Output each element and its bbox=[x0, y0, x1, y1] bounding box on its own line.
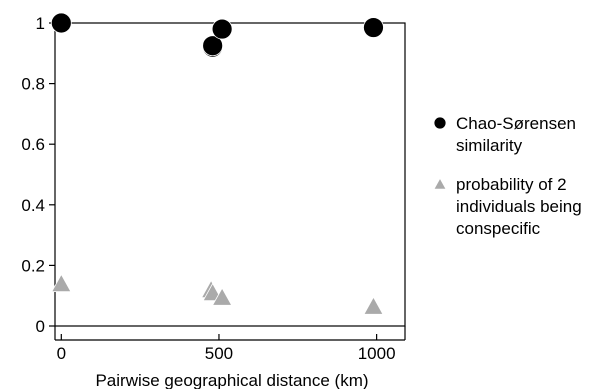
legend-marker-circle bbox=[433, 116, 447, 130]
y-tick-label: 0.2 bbox=[21, 256, 45, 275]
legend-label: Chao-Sørensen bbox=[456, 114, 576, 133]
legend-label: probability of 2 bbox=[456, 175, 567, 194]
legend: Chao-Sørensen similarity probability of 2 i… bbox=[433, 114, 582, 238]
data-markers bbox=[50, 12, 384, 315]
x-tick-label: 0 bbox=[57, 344, 66, 363]
y-tick-label: 0.6 bbox=[21, 135, 45, 154]
legend-label: similarity bbox=[456, 136, 523, 155]
data-point-triangle bbox=[51, 273, 72, 292]
plot-border bbox=[54, 22, 406, 327]
plot-frame bbox=[54, 22, 406, 341]
data-point-circle bbox=[363, 17, 384, 38]
y-tick-label: 0.4 bbox=[21, 196, 45, 215]
data-point-circle bbox=[50, 12, 72, 34]
data-point-circle bbox=[202, 35, 224, 57]
data-point-triangle bbox=[363, 296, 384, 315]
legend-label: conspecific bbox=[456, 219, 541, 238]
x-axis-label: Pairwise geographical distance (km) bbox=[95, 371, 368, 389]
y-tick-label: 0 bbox=[36, 317, 45, 336]
x-tick-label: 500 bbox=[205, 344, 233, 363]
legend-marker-triangle bbox=[433, 177, 447, 190]
legend-label: individuals being bbox=[456, 197, 582, 216]
data-point-circle bbox=[211, 18, 233, 40]
y-tick-label: 0.8 bbox=[21, 75, 45, 94]
axis-ticks: 0 0.2 0.4 0.6 0.8 1 0 500 1000 bbox=[21, 14, 395, 363]
y-tick-label: 1 bbox=[36, 14, 45, 33]
x-tick-label: 1000 bbox=[358, 344, 396, 363]
data-point-triangle bbox=[211, 287, 233, 306]
